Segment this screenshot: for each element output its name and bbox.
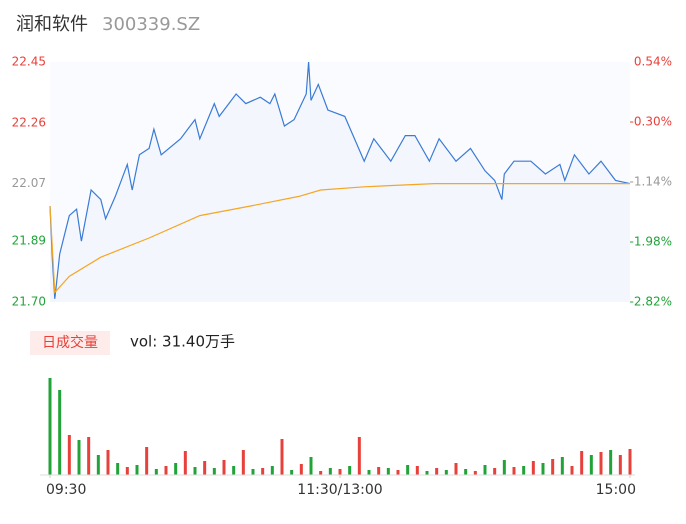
- volume-bar: [512, 467, 516, 475]
- y2-tick-label: -2.82%: [630, 295, 672, 309]
- volume-bar: [560, 457, 564, 475]
- price-line: [49, 61, 631, 299]
- volume-bar: [270, 466, 274, 475]
- volume-bar: [203, 461, 207, 475]
- x-tick-label: 15:00: [596, 482, 636, 498]
- volume-bar: [483, 465, 487, 475]
- volume-bar: [618, 455, 622, 475]
- stock-code: 300339.SZ: [102, 14, 200, 35]
- volume-bar: [222, 460, 226, 475]
- y-tick-label: 21.89: [12, 234, 46, 248]
- volume-bar: [551, 459, 555, 475]
- volume-bar: [599, 452, 603, 475]
- volume-bar: [261, 468, 265, 475]
- volume-bar: [154, 469, 158, 475]
- volume-bar: [338, 469, 342, 475]
- volume-bar: [77, 440, 81, 475]
- volume-bar: [541, 463, 545, 475]
- volume-bar: [454, 463, 458, 475]
- volume-bar: [357, 437, 361, 475]
- volume-bar: [212, 468, 216, 475]
- volume-bar: [183, 451, 187, 475]
- volume-bar: [251, 469, 255, 475]
- volume-bar: [145, 447, 149, 475]
- volume-bar: [309, 457, 313, 475]
- x-tick-label: 09:30: [46, 482, 86, 498]
- volume-bar: [628, 449, 632, 475]
- volume-bar: [164, 466, 168, 475]
- volume-tab-bg[interactable]: [30, 331, 110, 355]
- volume-bar: [415, 466, 419, 475]
- volume-bar: [299, 464, 303, 475]
- volume-bar: [67, 435, 71, 475]
- y-tick-label: 22.26: [12, 115, 46, 129]
- stock-name: 润和软件: [16, 14, 88, 35]
- volume-bar: [406, 465, 410, 475]
- volume-bar: [106, 450, 110, 475]
- volume-bar: [241, 450, 245, 475]
- volume-bar: [377, 467, 381, 475]
- volume-bar: [328, 468, 332, 475]
- volume-bar: [319, 471, 323, 475]
- y2-tick-label: -0.30%: [630, 115, 672, 129]
- y2-tick-label: -1.14%: [630, 175, 672, 189]
- volume-bar: [464, 469, 468, 475]
- volume-bar: [531, 461, 535, 475]
- volume-bar: [444, 470, 448, 475]
- x-tick-label: 11:30/13:00: [297, 482, 382, 498]
- volume-bar: [386, 468, 390, 475]
- y-tick-label: 22.45: [12, 55, 46, 69]
- volume-bar: [135, 465, 139, 475]
- volume-bar: [290, 470, 294, 475]
- y-tick-label: 22.07: [12, 176, 46, 190]
- volume-bar: [570, 466, 574, 475]
- volume-bar: [609, 450, 613, 475]
- volume-bar: [522, 466, 526, 475]
- volume-bar: [435, 468, 439, 475]
- volume-bar: [87, 437, 91, 475]
- y2-tick-label: -1.98%: [630, 235, 672, 249]
- volume-label: vol: 31.40万手: [130, 333, 235, 351]
- volume-bar: [348, 466, 352, 475]
- volume-tab[interactable]: 日成交量: [42, 334, 98, 351]
- volume-bar: [58, 390, 62, 475]
- volume-bar: [502, 460, 506, 475]
- volume-bar: [48, 378, 52, 475]
- volume-bar: [367, 470, 371, 475]
- volume-bar: [580, 451, 584, 475]
- volume-bar: [589, 455, 593, 475]
- volume-bar: [493, 468, 497, 475]
- volume-bar: [232, 466, 236, 475]
- average-line: [49, 183, 630, 294]
- y2-tick-label: 0.54%: [634, 55, 672, 69]
- volume-bar: [425, 471, 429, 475]
- volume-bar: [280, 439, 284, 475]
- volume-bar: [125, 467, 129, 475]
- volume-bar: [174, 463, 178, 475]
- volume-bar: [396, 470, 400, 475]
- volume-bar: [473, 471, 477, 475]
- volume-bar: [116, 463, 120, 475]
- volume-bar: [193, 467, 197, 475]
- volume-bar: [96, 455, 100, 475]
- y-tick-label: 21.70: [12, 295, 46, 309]
